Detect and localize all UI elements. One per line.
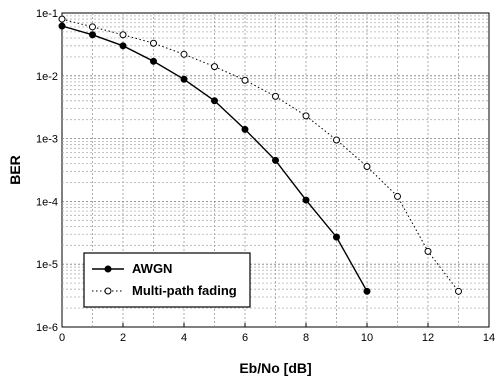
data-point	[333, 233, 340, 241]
data-point	[89, 23, 96, 31]
data-point	[424, 247, 432, 255]
data-point	[455, 287, 462, 295]
data-point	[180, 75, 188, 83]
data-point	[211, 63, 218, 71]
data-point	[180, 50, 188, 58]
y-tick-label: 1e-4	[36, 196, 58, 208]
x-tick-label: 0	[59, 332, 65, 344]
series-awgn	[58, 22, 371, 295]
data-point	[119, 42, 127, 50]
x-tick-label: 14	[483, 332, 495, 344]
data-point	[58, 22, 66, 30]
x-tick-label: 8	[303, 332, 309, 344]
legend-label: Multi-path fading	[132, 283, 237, 298]
legend-box	[83, 252, 251, 308]
legend-label: AWGN	[132, 261, 172, 276]
data-point	[394, 192, 401, 200]
series-line	[61, 18, 459, 292]
data-point	[363, 287, 371, 295]
data-point	[150, 39, 157, 47]
data-point	[150, 57, 157, 65]
x-tick-label: 10	[361, 332, 373, 344]
series-multipath-fading	[58, 15, 462, 295]
x-tick-label: 4	[181, 332, 187, 344]
data-point	[272, 156, 279, 164]
data-point	[302, 112, 310, 120]
y-tick-label: 1e-1	[36, 8, 58, 20]
tick-labels: 0 2 4 6 8 10 12 14 1e-1 1e-2 1e-3 1e-4 1e-5 1e-6	[36, 8, 495, 344]
data-point	[302, 196, 310, 204]
x-tick-label: 6	[242, 332, 248, 344]
y-tick-label: 1e-2	[36, 71, 58, 83]
y-tick-label: 1e-6	[36, 322, 58, 334]
y-tick-label: 1e-5	[36, 259, 58, 271]
data-point	[211, 97, 218, 105]
legend-marker	[104, 287, 112, 295]
x-tick-label: 12	[422, 332, 434, 344]
x-tick-label: 2	[120, 332, 126, 344]
y-axis-title: BER	[7, 155, 23, 185]
data-point	[333, 136, 340, 144]
data-point	[241, 125, 249, 133]
data-point	[58, 15, 66, 23]
series-group	[58, 15, 462, 295]
data-point	[241, 76, 249, 84]
legend-marker	[104, 265, 112, 273]
data-point	[89, 31, 96, 39]
y-tick-label: 1e-3	[36, 134, 58, 146]
data-point	[272, 92, 279, 100]
data-point	[363, 162, 371, 170]
data-point	[119, 31, 127, 39]
x-axis-title: Eb/No [dB]	[239, 360, 311, 376]
legend: AWGN Multi-path fading	[83, 252, 251, 308]
